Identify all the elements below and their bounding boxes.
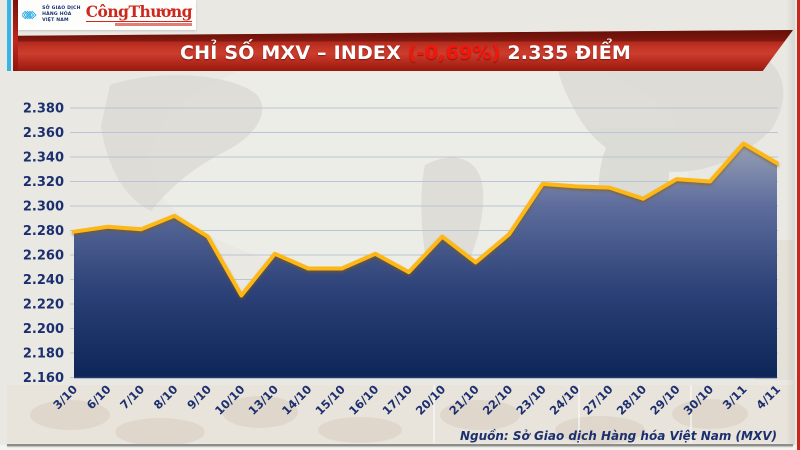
x-axis-label: 30/10: [681, 382, 717, 418]
org-line-1: SỞ GIAO DỊCH: [42, 6, 81, 12]
x-axis-label: 7/10: [117, 382, 147, 412]
x-axis-label: 23/10: [513, 382, 549, 418]
congthuong-underline: [85, 21, 192, 23]
x-axis-label: 20/10: [413, 382, 449, 418]
title-change-percent: (-0,69%): [407, 42, 501, 64]
x-axis-label: 16/10: [346, 382, 382, 418]
x-axis-label: 17/10: [379, 382, 415, 418]
mxv-org-name: SỞ GIAO DỊCH HÀNG HÓA VIỆT NAM: [42, 6, 81, 23]
x-axis-label: 8/10: [151, 382, 181, 412]
x-axis-label: 3/11: [720, 382, 750, 412]
y-axis-label: 2.220: [23, 298, 64, 313]
x-axis-label: 22/10: [480, 382, 516, 418]
x-axis-label: 21/10: [446, 382, 482, 418]
congthuong-logo: CôngThương: [85, 2, 193, 26]
x-axis-label: 15/10: [312, 382, 348, 418]
chart-title: CHỈ SỐ MXV – INDEX (-0,69%) 2.335 ĐIỂM: [180, 37, 631, 64]
congthuong-wordmark: CôngThương: [85, 2, 193, 22]
brand-stripe-cyan: [7, 0, 11, 71]
x-axis-label: 29/10: [647, 382, 683, 418]
y-axis-label: 2.320: [23, 175, 64, 190]
y-axis-label: 2.160: [23, 371, 64, 386]
x-axis-label: 9/10: [184, 382, 214, 412]
y-axis-label: 2.200: [23, 322, 64, 337]
x-axis-label: 27/10: [580, 382, 616, 418]
x-axis-label: 4/11: [753, 382, 783, 412]
right-edge-shadow: [786, 0, 795, 445]
brand-stripe-red: [13, 0, 18, 71]
title-main: CHỈ SỐ MXV – INDEX: [180, 42, 401, 64]
y-axis-label: 2.240: [23, 273, 64, 288]
bottom-border: [7, 444, 793, 446]
source-attribution: Nguồn: Sở Giao dịch Hàng hóa Việt Nam (M…: [459, 429, 777, 443]
x-axis-label: 6/10: [84, 382, 114, 412]
y-axis-label: 2.380: [23, 102, 64, 117]
y-axis-label: 2.340: [23, 151, 64, 166]
mxv-logo-icon: [22, 10, 37, 20]
x-axis-label: 28/10: [614, 382, 650, 418]
congthuong-tagline-bar: [115, 23, 192, 26]
y-axis-label: 2.300: [23, 200, 64, 215]
x-axis-label: 3/10: [50, 382, 80, 412]
index-line: [72, 141, 779, 298]
title-value: 2.335 ĐIỂM: [507, 42, 631, 64]
x-axis-label: 14/10: [279, 382, 315, 418]
x-axis-label: 13/10: [246, 382, 282, 418]
title-banner: CHỈ SỐ MXV – INDEX (-0,69%) 2.335 ĐIỂM: [18, 30, 793, 71]
y-axis-label: 2.280: [23, 224, 64, 239]
y-axis-label: 2.260: [23, 249, 64, 264]
x-axis-label: 10/10: [212, 382, 248, 418]
y-axis-label: 2.360: [23, 126, 64, 141]
photo-strip: [7, 240, 793, 445]
index-area: [74, 143, 777, 378]
org-line-2: HÀNG HÓA: [42, 12, 72, 18]
right-red-border: [797, 0, 800, 450]
y-axis-label: 2.180: [23, 347, 64, 362]
logo-strip: SỞ GIAO DỊCH HÀNG HÓA VIỆT NAM CôngThươn…: [18, 0, 196, 30]
org-line-3: VIỆT NAM: [42, 17, 69, 23]
x-axis-label: 24/10: [547, 382, 583, 418]
